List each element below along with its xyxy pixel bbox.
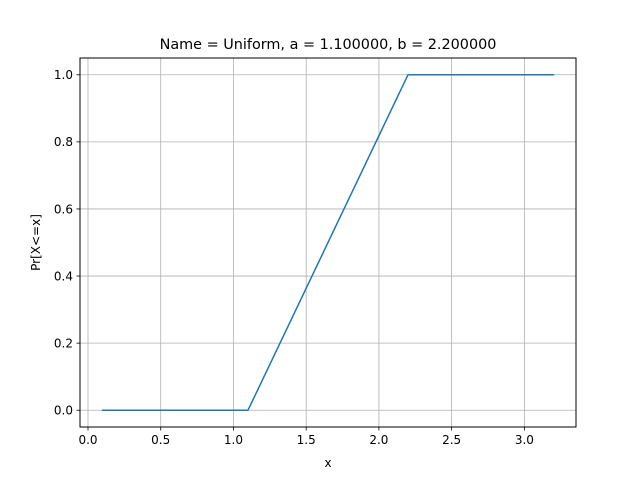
x-tick-label: 1.5 (297, 433, 316, 447)
y-tick-label: 1.0 (54, 68, 73, 82)
x-tick-label: 1.0 (224, 433, 243, 447)
x-tick-label: 0.0 (78, 433, 97, 447)
y-tick-label: 0.0 (54, 404, 73, 418)
y-tick-label: 0.4 (54, 269, 73, 283)
x-tick-label: 2.5 (442, 433, 461, 447)
y-tick-label: 0.8 (54, 135, 73, 149)
y-tick-label: 0.2 (54, 336, 73, 350)
series-layer (101, 74, 555, 411)
x-tick-label: 3.0 (515, 433, 534, 447)
tick-layer: 0.0 0.5 1.0 1.5 2.0 2.5 3.0 0.0 0.2 0.4 0.6 0.8 1.0 (54, 68, 534, 447)
plot-frame (79, 57, 577, 428)
cdf-line (101, 74, 555, 411)
y-axis-label: Pr[X<=x] (29, 214, 43, 271)
x-axis-label: x (324, 456, 331, 470)
chart-title: Name = Uniform, a = 1.100000, b = 2.2000… (160, 37, 497, 53)
x-tick-label: 2.0 (369, 433, 388, 447)
y-tick-label: 0.6 (54, 202, 73, 216)
x-tick-label: 0.5 (151, 433, 170, 447)
